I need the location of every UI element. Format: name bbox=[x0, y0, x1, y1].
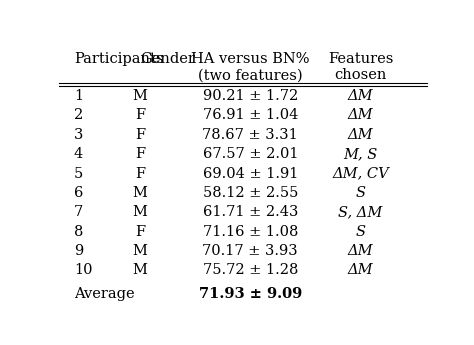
Text: M: M bbox=[133, 264, 147, 277]
Text: F: F bbox=[135, 225, 145, 239]
Text: Gender: Gender bbox=[140, 52, 195, 66]
Text: M: M bbox=[133, 186, 147, 200]
Text: 61.71 ± 2.43: 61.71 ± 2.43 bbox=[202, 205, 298, 219]
Text: M, S: M, S bbox=[343, 147, 378, 161]
Text: ΔM: ΔM bbox=[347, 244, 374, 258]
Text: F: F bbox=[135, 147, 145, 161]
Text: 7: 7 bbox=[74, 205, 83, 219]
Text: F: F bbox=[135, 167, 145, 180]
Text: S: S bbox=[356, 186, 365, 200]
Text: 8: 8 bbox=[74, 225, 83, 239]
Text: 4: 4 bbox=[74, 147, 83, 161]
Text: 1: 1 bbox=[74, 89, 83, 103]
Text: Features
chosen: Features chosen bbox=[328, 52, 393, 82]
Text: ΔM: ΔM bbox=[347, 264, 374, 277]
Text: 6: 6 bbox=[74, 186, 83, 200]
Text: F: F bbox=[135, 128, 145, 142]
Text: M: M bbox=[133, 244, 147, 258]
Text: ΔM, CV: ΔM, CV bbox=[332, 167, 389, 180]
Text: 5: 5 bbox=[74, 167, 83, 180]
Text: 3: 3 bbox=[74, 128, 83, 142]
Text: Participants: Participants bbox=[74, 52, 164, 66]
Text: 76.91 ± 1.04: 76.91 ± 1.04 bbox=[202, 108, 298, 122]
Text: HA versus BN%
(two features): HA versus BN% (two features) bbox=[191, 52, 310, 82]
Text: S: S bbox=[356, 225, 365, 239]
Text: 75.72 ± 1.28: 75.72 ± 1.28 bbox=[202, 264, 298, 277]
Text: 9: 9 bbox=[74, 244, 83, 258]
Text: ΔM: ΔM bbox=[347, 108, 374, 122]
Text: 78.67 ± 3.31: 78.67 ± 3.31 bbox=[202, 128, 298, 142]
Text: 10: 10 bbox=[74, 264, 92, 277]
Text: F: F bbox=[135, 108, 145, 122]
Text: 70.17 ± 3.93: 70.17 ± 3.93 bbox=[202, 244, 298, 258]
Text: 58.12 ± 2.55: 58.12 ± 2.55 bbox=[202, 186, 298, 200]
Text: M: M bbox=[133, 205, 147, 219]
Text: S, ΔM: S, ΔM bbox=[338, 205, 383, 219]
Text: M: M bbox=[133, 89, 147, 103]
Text: ΔM: ΔM bbox=[347, 89, 374, 103]
Text: Average: Average bbox=[74, 287, 135, 301]
Text: 71.93 ± 9.09: 71.93 ± 9.09 bbox=[199, 287, 302, 301]
Text: 69.04 ± 1.91: 69.04 ± 1.91 bbox=[202, 167, 298, 180]
Text: ΔM: ΔM bbox=[347, 128, 374, 142]
Text: 67.57 ± 2.01: 67.57 ± 2.01 bbox=[202, 147, 298, 161]
Text: 2: 2 bbox=[74, 108, 83, 122]
Text: 90.21 ± 1.72: 90.21 ± 1.72 bbox=[203, 89, 298, 103]
Text: 71.16 ± 1.08: 71.16 ± 1.08 bbox=[202, 225, 298, 239]
